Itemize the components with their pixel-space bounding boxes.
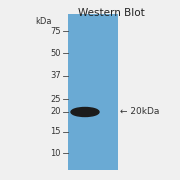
Text: 50: 50 <box>51 48 61 57</box>
Text: ← 20kDa: ← 20kDa <box>120 107 159 116</box>
Text: 75: 75 <box>50 26 61 35</box>
Text: 37: 37 <box>50 71 61 80</box>
Ellipse shape <box>71 107 99 116</box>
Text: kDa: kDa <box>35 17 52 26</box>
Text: Western Blot: Western Blot <box>78 8 144 18</box>
Text: 10: 10 <box>51 148 61 158</box>
Text: 15: 15 <box>51 127 61 136</box>
Text: 20: 20 <box>51 107 61 116</box>
Text: 25: 25 <box>51 94 61 103</box>
Bar <box>68 14 118 170</box>
